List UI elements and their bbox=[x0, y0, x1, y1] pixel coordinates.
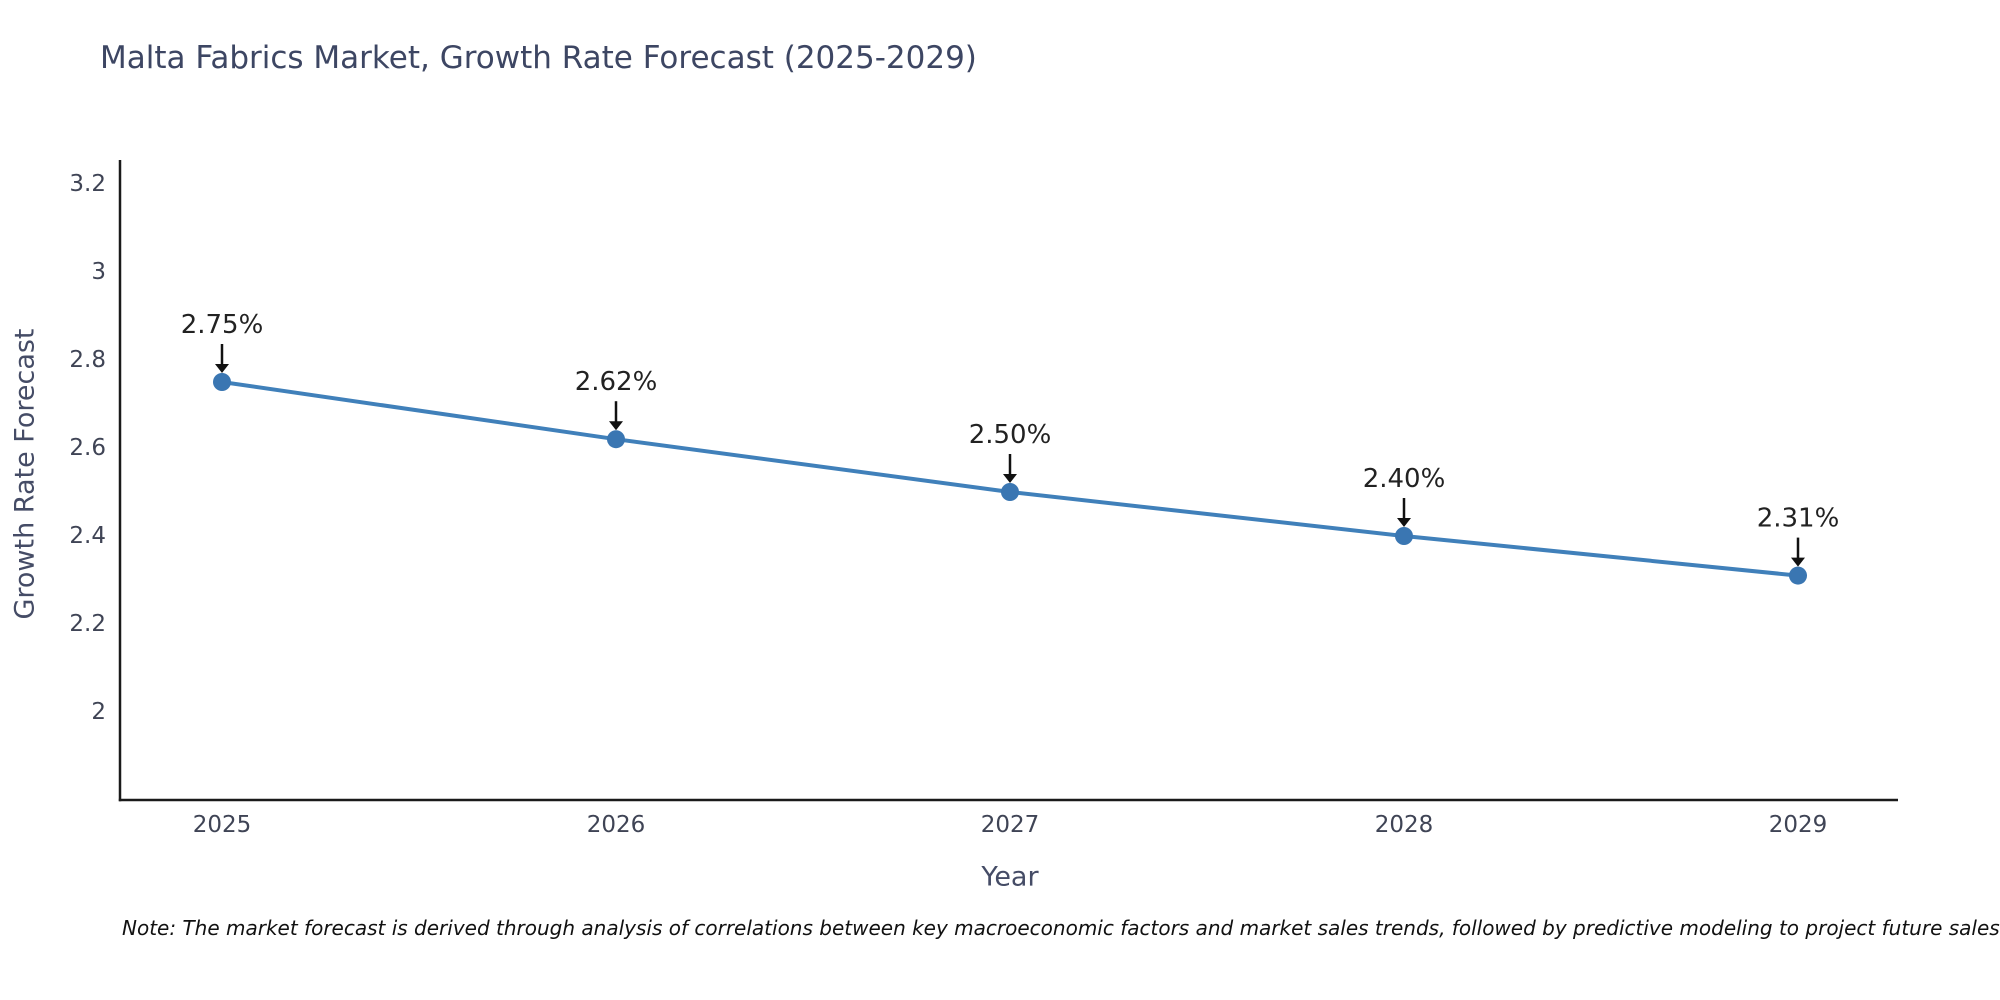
y-tick-label: 2.6 bbox=[69, 435, 106, 461]
annotation-arrowhead bbox=[1791, 557, 1805, 567]
x-tick-label: 2028 bbox=[1375, 812, 1434, 838]
annotation-label: 2.62% bbox=[575, 367, 658, 397]
annotation-label: 2.40% bbox=[1363, 464, 1446, 494]
annotation-arrowhead bbox=[1397, 518, 1411, 527]
x-tick-label: 2025 bbox=[193, 812, 252, 838]
data-point-marker bbox=[1789, 566, 1807, 585]
annotation-label: 2.50% bbox=[969, 420, 1052, 450]
annotation-arrowhead bbox=[215, 364, 229, 373]
y-tick-label: 3.2 bbox=[69, 171, 106, 197]
annotation-arrowhead bbox=[1003, 474, 1017, 483]
data-point-marker bbox=[213, 373, 231, 391]
data-point-marker bbox=[607, 430, 625, 449]
data-point-marker bbox=[1001, 483, 1019, 501]
x-axis-title: Year bbox=[981, 861, 1039, 893]
y-tick-label: 2 bbox=[91, 699, 106, 725]
annotation-label: 2.31% bbox=[1757, 504, 1840, 534]
y-tick-label: 3 bbox=[91, 259, 106, 285]
data-point-marker bbox=[1395, 527, 1413, 545]
y-axis-title: Growth Rate Forecast bbox=[9, 328, 41, 620]
x-tick-label: 2026 bbox=[587, 812, 646, 838]
y-tick-label: 2.4 bbox=[69, 523, 106, 549]
y-tick-label: 2.8 bbox=[69, 347, 106, 373]
y-tick-label: 2.2 bbox=[69, 611, 106, 637]
x-tick-label: 2027 bbox=[981, 812, 1040, 838]
x-tick-label: 2029 bbox=[1769, 812, 1828, 838]
footnote: Note: The market forecast is derived thr… bbox=[122, 916, 2000, 940]
annotation-label: 2.75% bbox=[181, 310, 264, 340]
annotation-arrowhead bbox=[609, 421, 623, 431]
chart-title: Malta Fabrics Market, Growth Rate Foreca… bbox=[100, 40, 977, 76]
